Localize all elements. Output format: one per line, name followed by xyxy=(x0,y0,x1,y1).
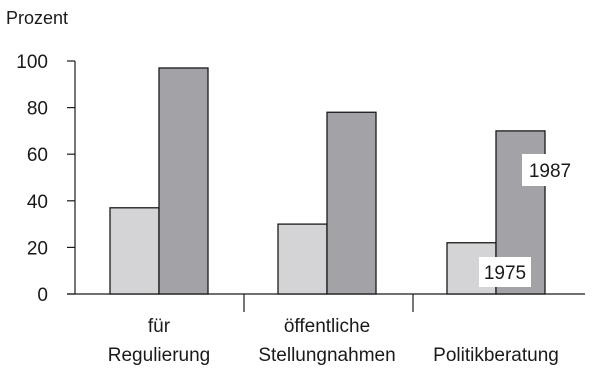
y-tick-label: 60 xyxy=(27,145,48,166)
series-label-1987: 1987 xyxy=(529,161,571,182)
bar-1975-1 xyxy=(277,223,328,295)
bar-1987-0 xyxy=(158,67,209,295)
y-tick-label: 80 xyxy=(27,99,48,120)
category-label: Stellungnahmen xyxy=(258,345,395,366)
series-badge-1975 xyxy=(479,257,531,287)
y-tick-label: 40 xyxy=(27,192,48,213)
bar-1975-0 xyxy=(109,207,160,295)
bar-1987-1 xyxy=(326,111,377,295)
series-badge-1987 xyxy=(522,154,578,186)
y-tick-label: 20 xyxy=(27,238,48,259)
y-tick-label: 100 xyxy=(16,52,48,73)
category-label: für xyxy=(148,316,171,337)
category-label: öffentliche xyxy=(284,316,370,337)
labels: für Regulierung öffentliche Stellungnahmen P… xyxy=(108,154,578,366)
y-tick-label: 0 xyxy=(37,285,48,306)
y-axis-label: Prozent xyxy=(6,8,68,28)
series-label-1975: 1975 xyxy=(484,263,526,284)
category-label: Politikberatung xyxy=(433,345,559,366)
category-label: Regulierung xyxy=(108,345,210,366)
